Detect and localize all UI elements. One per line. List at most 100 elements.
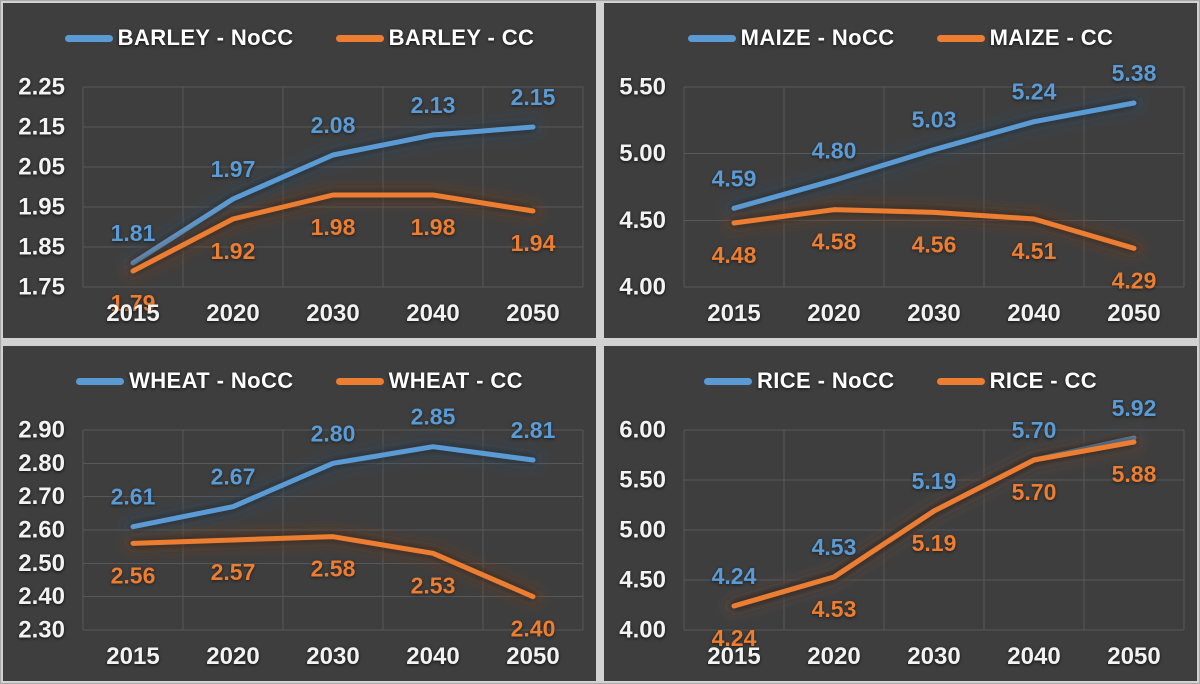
data-point-label: 2.80 [311,420,356,446]
x-axis-tick: 2050 [1107,300,1160,327]
legend-item-nocc: BARLEY - NoCC [64,25,294,51]
series-line-nocc [122,116,544,274]
y-axis-tick: 1.85 [18,234,65,261]
legend-label-cc: WHEAT - CC [388,368,523,393]
data-point-label: 5.92 [1112,395,1157,421]
legend-line-swatch-nocc-icon [64,34,113,42]
legend-item-nocc: MAIZE - NoCC [687,25,895,51]
y-axis-tick: 5.50 [619,74,666,101]
data-point-label: 2.40 [511,616,556,642]
data-point-label: 4.59 [712,165,757,191]
y-axis-tick: 5.50 [619,467,666,494]
legend-label-cc: BARLEY - CC [388,25,535,50]
y-axis-tick: 1.95 [18,194,65,221]
data-point-label: 4.58 [812,229,857,255]
data-point-label: 2.57 [211,559,256,585]
data-point-label: 4.48 [712,242,757,268]
y-axis-tick: 4.00 [619,274,666,301]
line-chart-wheat: 2.61 2.67 2.80 2.85 2.81 2.56 2.57 2.58 2.53 2.40… [18,404,584,670]
data-point-label: 4.53 [812,534,857,560]
legend-label-nocc: RICE - NoCC [756,368,895,393]
x-axis-tick: 2050 [1107,643,1160,670]
y-axis-tick: 2.60 [18,517,65,544]
data-point-label: 4.29 [1112,267,1157,293]
legend-line-swatch-nocc-icon [703,377,752,385]
series-stroke [130,192,536,274]
chart-panel-barley: BARLEY - NoCC BARLEY - CC 1.81 1.97 2.08 2.… [3,3,596,338]
data-point-label: 5.38 [1112,60,1157,86]
series-line-nocc [122,435,544,538]
series-stroke [731,439,1137,609]
chart-panel-rice: RICE - NoCC RICE - CC 4.24 4.53 5.19 5.70 5.… [604,346,1197,681]
chart-panel-wheat: WHEAT - NoCC WHEAT - CC 2.61 2.67 2.80 2.85… [3,346,596,681]
data-point-label: 1.79 [111,290,156,316]
data-point-label: 2.61 [111,484,156,510]
data-point-label: 1.97 [211,156,256,182]
y-axis-tick: 4.50 [619,567,666,594]
x-axis-tick: 2040 [1007,300,1060,327]
data-point-label: 4.80 [812,137,857,163]
y-axis-tick: 5.00 [619,140,666,167]
y-axis-tick: 6.00 [619,417,666,444]
x-axis-tick: 2030 [907,300,960,327]
line-chart-rice: 4.24 4.53 5.19 5.70 5.92 4.24 4.53 5.19 5.70 5.88… [619,395,1185,670]
x-axis-tick: 2015 [106,643,159,670]
series-line-cc [723,431,1145,617]
legend-line-swatch-cc-icon [335,377,384,385]
legend: WHEAT - NoCC WHEAT - CC [3,368,596,394]
x-axis-tick: 2015 [707,643,760,670]
series-line-nocc [723,92,1145,220]
x-axis-tick: 2030 [306,643,359,670]
legend-label-nocc: MAIZE - NoCC [740,25,895,50]
data-point-label: 1.94 [511,230,556,256]
x-axis-tick: 2020 [206,300,259,327]
data-point-label: 4.53 [812,596,857,622]
legend-line-swatch-nocc-icon [76,377,125,385]
x-axis-tick: 2020 [807,300,860,327]
legend: MAIZE - NoCC MAIZE - CC [604,25,1197,51]
data-point-label: 5.24 [1012,79,1057,105]
x-axis-tick: 2020 [807,643,860,670]
data-point-label: 5.88 [1112,461,1157,487]
y-axis-tick: 4.00 [619,617,666,644]
series-stroke [130,444,536,530]
y-axis-tick: 2.70 [18,483,65,510]
legend-item-cc: RICE - CC [936,368,1098,394]
data-point-label: 5.19 [912,530,957,556]
data-point-label: 2.85 [411,404,456,430]
series-stroke [731,207,1137,251]
y-axis-tick: 2.40 [18,583,65,610]
data-point-label: 5.70 [1012,417,1057,443]
data-point-label: 2.13 [411,92,456,118]
series-stroke [130,124,536,266]
data-point-label: 2.53 [411,572,456,598]
data-point-label: 5.70 [1012,479,1057,505]
series-stroke [731,100,1137,211]
y-axis-tick: 2.30 [18,617,65,644]
line-chart-barley: 1.81 1.97 2.08 2.13 2.15 1.79 1.92 1.98 1.98 1.94… [18,74,584,327]
data-point-label: 1.92 [211,238,256,264]
legend-line-swatch-nocc-icon [687,34,736,42]
data-point-label: 4.24 [712,563,757,589]
legend-line-swatch-cc-icon [936,34,985,42]
x-axis-tick: 2050 [506,643,559,670]
legend-label-cc: MAIZE - CC [989,25,1114,50]
series-line-cc [122,184,544,282]
x-axis-tick: 2015 [707,300,760,327]
x-axis-tick: 2030 [306,300,359,327]
x-axis-tick: 2040 [406,300,459,327]
data-point-label: 2.67 [211,464,256,490]
y-axis-tick: 2.25 [18,74,65,101]
legend-label-nocc: BARLEY - NoCC [117,25,294,50]
legend-line-swatch-cc-icon [936,377,985,385]
data-point-label: 5.03 [912,107,957,133]
legend-label-cc: RICE - CC [989,368,1098,393]
y-axis-tick: 2.50 [18,550,65,577]
x-axis-tick: 2040 [1007,643,1060,670]
data-point-label: 1.98 [311,214,356,240]
y-axis-tick: 4.50 [619,207,666,234]
x-axis-tick: 2050 [506,300,559,327]
y-axis-tick: 2.90 [18,417,65,444]
y-axis-tick: 1.75 [18,274,65,301]
legend-item-nocc: WHEAT - NoCC [76,368,293,394]
